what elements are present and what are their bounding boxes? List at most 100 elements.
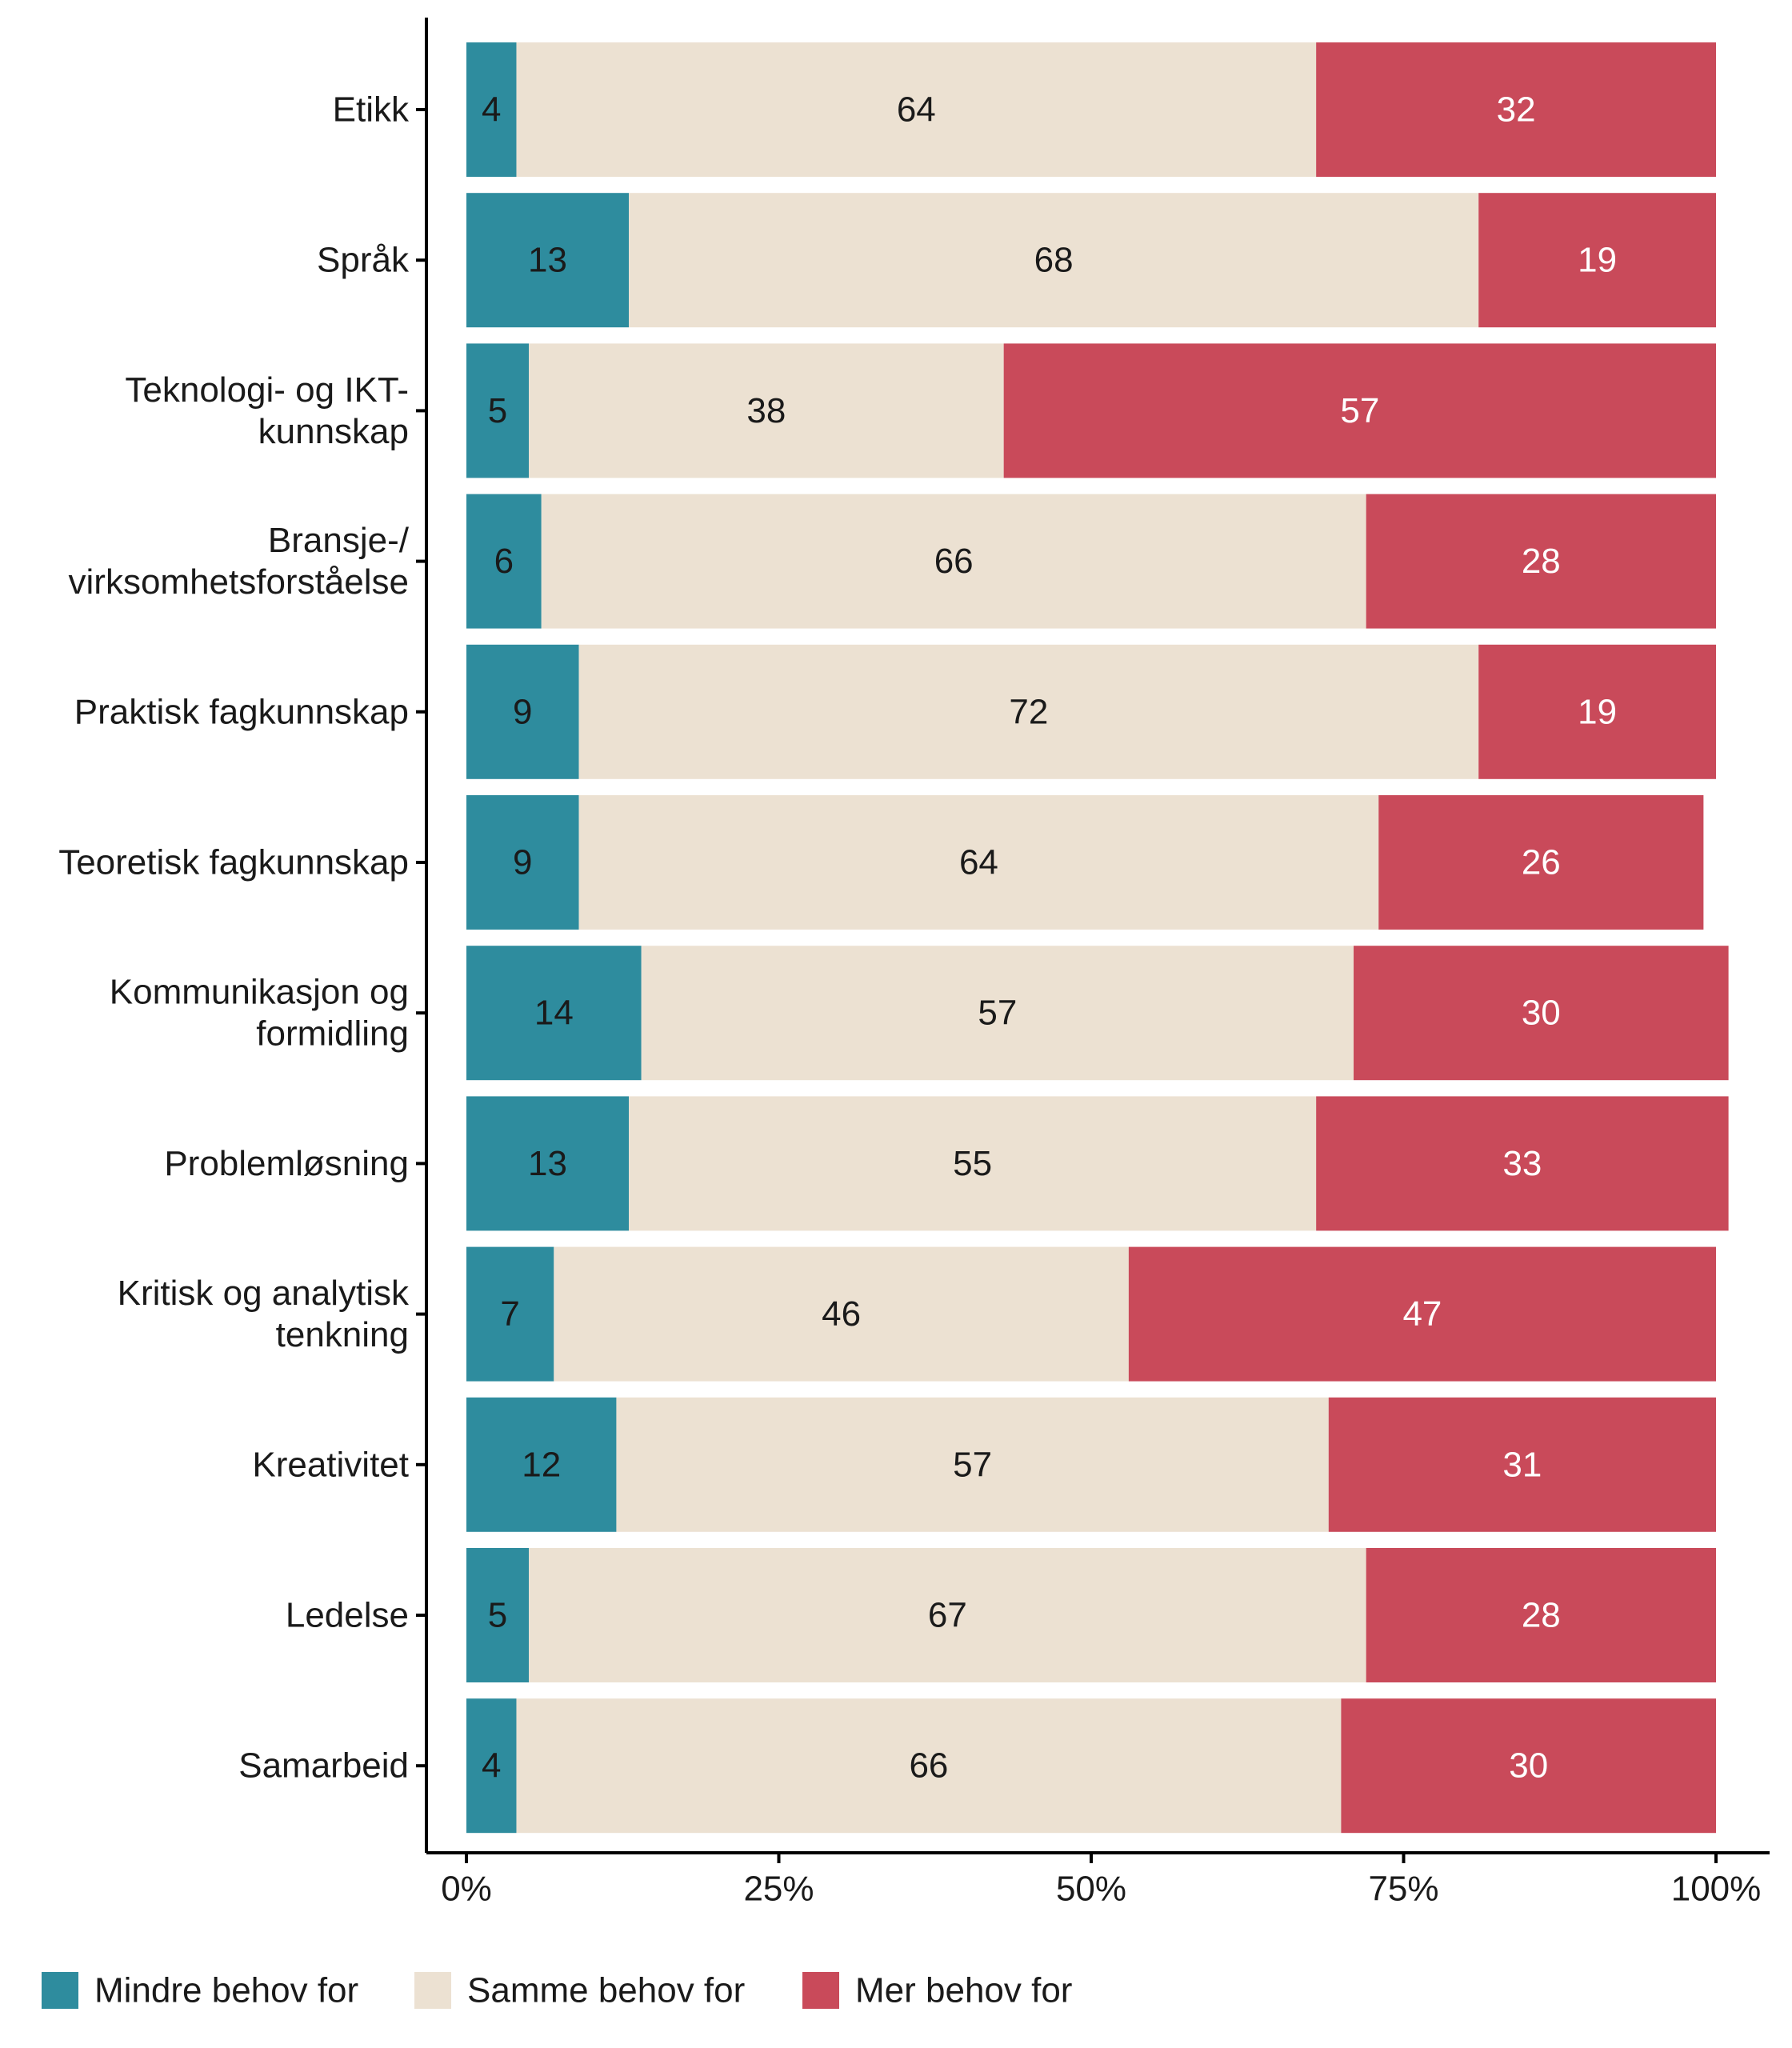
bar-segment-1-row-5 <box>466 644 579 779</box>
data-label: 66 <box>909 1746 948 1786</box>
data-label: 30 <box>1522 994 1561 1033</box>
bar-area <box>466 42 1729 1834</box>
x-tick-label: 100% <box>1671 1870 1762 1909</box>
bar-segment-2-row-4 <box>541 494 1366 629</box>
x-axis: 0% 25% 50% 75% 100% <box>426 1851 1770 1909</box>
data-label: 38 <box>746 391 786 430</box>
legend-swatch <box>42 1972 78 2009</box>
data-label: 30 <box>1509 1746 1548 1786</box>
bar-segment-3-row-1 <box>1316 42 1716 177</box>
data-label: 9 <box>513 843 532 882</box>
data-label: 28 <box>1522 542 1561 581</box>
data-label: 68 <box>1034 241 1074 280</box>
bar-segment-2-row-11 <box>529 1548 1366 1682</box>
bar-segment-1-row-8 <box>466 1096 630 1231</box>
bar-segment-1-row-3 <box>466 343 530 478</box>
bar-segment-1-row-1 <box>466 42 517 177</box>
bar-segment-1-row-2 <box>466 193 630 328</box>
bar-segment-3-row-6 <box>1378 795 1704 930</box>
bar-segment-3-row-9 <box>1128 1246 1716 1382</box>
category-label: Problemløsning <box>164 1144 409 1183</box>
data-label: 12 <box>522 1445 561 1484</box>
bar-segment-1-row-9 <box>466 1246 554 1382</box>
bar-segment-2-row-10 <box>616 1397 1329 1532</box>
data-label: 14 <box>534 994 574 1033</box>
category-label: Kritisk og analytisk tenkning <box>118 1274 410 1354</box>
data-label: 19 <box>1578 241 1617 280</box>
data-label: 4 <box>482 1746 501 1786</box>
bar-segment-1-row-12 <box>466 1698 517 1834</box>
data-label: 7 <box>500 1294 519 1334</box>
bar-segment-2-row-3 <box>529 343 1004 478</box>
x-tick-label: 25% <box>743 1870 814 1909</box>
legend-label: Mer behov for <box>855 1971 1072 2010</box>
category-label: Teknologi- og IKT-kunnskap <box>125 370 409 451</box>
bar-segment-1-row-4 <box>466 494 542 629</box>
bar-segment-2-row-8 <box>629 1096 1317 1231</box>
data-label: 57 <box>953 1445 992 1484</box>
data-label: 26 <box>1522 843 1561 882</box>
legend-swatch <box>802 1972 839 2009</box>
data-label: 33 <box>1502 1144 1542 1183</box>
bar-segment-1-row-6 <box>466 795 579 930</box>
x-tick-label: 0% <box>441 1870 492 1909</box>
y-axis: Etikk Språk Teknologi- og IKT-kunnskap Bran… <box>58 18 428 1853</box>
bar-segment-3-row-11 <box>1366 1548 1716 1682</box>
data-label: 13 <box>528 241 567 280</box>
bar-segment-3-row-5 <box>1478 644 1716 779</box>
data-label: 64 <box>897 90 936 130</box>
category-label: Etikk <box>333 90 410 130</box>
data-label: 55 <box>953 1144 992 1183</box>
data-label: 57 <box>1340 391 1379 430</box>
data-label: 4 <box>482 90 501 130</box>
bar-segment-2-row-6 <box>578 795 1379 930</box>
bar-segment-1-row-7 <box>466 946 642 1081</box>
data-label: 67 <box>928 1596 967 1635</box>
data-label: 64 <box>959 843 998 882</box>
data-label: 5 <box>488 1596 507 1635</box>
bar-segment-2-row-12 <box>516 1698 1342 1834</box>
category-label: Kommunikasjon og formidling <box>110 973 409 1054</box>
bar-segment-3-row-3 <box>1003 343 1716 478</box>
legend-label: Samme behov for <box>467 1971 745 2010</box>
data-label: 57 <box>978 994 1017 1033</box>
legend: Mindre behov for Samme behov for Mer behov… <box>42 1971 1072 2010</box>
bar-segment-2-row-7 <box>641 946 1354 1081</box>
data-label: 13 <box>528 1144 567 1183</box>
category-label: Språk <box>317 241 410 280</box>
category-label: Teoretisk fagkunnskap <box>58 843 409 882</box>
category-label: Kreativitet <box>252 1445 409 1484</box>
bar-segment-3-row-2 <box>1478 193 1716 328</box>
bar-segment-3-row-4 <box>1366 494 1716 629</box>
data-label: 9 <box>513 692 532 731</box>
legend-swatch <box>414 1972 451 2009</box>
bar-segment-1-row-10 <box>466 1397 617 1532</box>
bar-segment-3-row-10 <box>1328 1397 1716 1532</box>
category-label: Praktisk fagkunnskap <box>74 692 409 731</box>
data-label: 72 <box>1009 692 1048 731</box>
bar-segment-2-row-9 <box>554 1246 1129 1382</box>
data-label: 6 <box>494 542 514 581</box>
bar-segment-2-row-1 <box>516 42 1317 177</box>
bar-segment-3-row-7 <box>1354 946 1729 1081</box>
data-label: 66 <box>934 542 974 581</box>
category-label: Samarbeid <box>238 1746 409 1786</box>
data-label: 31 <box>1502 1445 1542 1484</box>
x-tick-label: 75% <box>1368 1870 1438 1909</box>
bar-segment-2-row-5 <box>578 644 1479 779</box>
category-label: Ledelse <box>286 1596 409 1635</box>
category-label: Bransje-/virksomhetsforståelse <box>69 521 410 602</box>
bar-segment-3-row-12 <box>1341 1698 1716 1834</box>
data-label: 19 <box>1578 692 1617 731</box>
data-label: 32 <box>1497 90 1536 130</box>
data-label: 28 <box>1522 1596 1561 1635</box>
bar-segment-3-row-8 <box>1316 1096 1729 1231</box>
data-label: 5 <box>488 391 507 430</box>
x-tick-label: 50% <box>1056 1870 1126 1909</box>
legend-label: Mindre behov for <box>94 1971 358 2010</box>
bar-segment-2-row-2 <box>629 193 1479 328</box>
bar-segment-1-row-11 <box>466 1548 530 1682</box>
data-label: 46 <box>822 1294 861 1334</box>
